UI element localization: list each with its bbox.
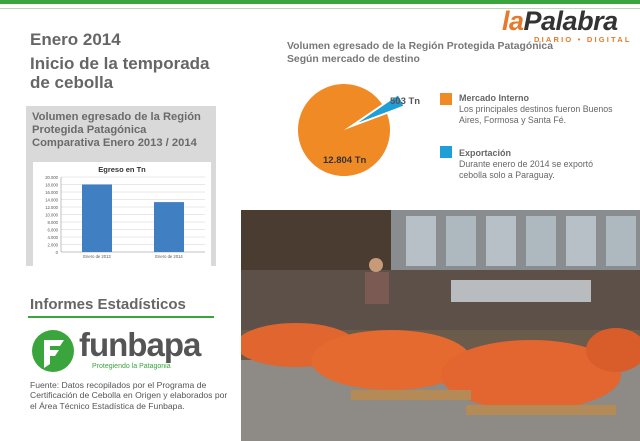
photo-window-6 [606,216,636,266]
photo-window-2 [446,216,476,266]
pie-slice-exportacion [358,95,404,123]
pie-label-mercado-interno: 12.804 Tn [323,155,367,166]
bar-ytick-label: 0 [56,250,59,255]
pie-label-exportacion: 503 Tn [390,96,421,107]
bar-ytick-label: 10.000 [45,212,58,217]
funbapa-emblem-icon [32,330,74,372]
legend-text-mercado-interno: Los principales destinos fueron Buenos A… [459,104,613,125]
legend-title-exportacion: Exportación [459,148,512,158]
bar-2013 [82,184,112,252]
top-accent-stripe [0,0,640,4]
funbapa-logo: funbapa Protegiendo la Patagonia [30,326,220,378]
photo-window-1 [406,216,436,266]
photo-window-5 [566,216,596,266]
bar-ytick-label: 4.000 [48,235,59,240]
photo-conveyor [451,280,591,302]
informes-rule [28,316,214,318]
logo-palabra: Palabra [523,6,619,36]
bar-2014 [154,202,184,252]
photo-onion-sacks-far [586,328,640,372]
legend-text-exportacion: Durante enero de 2014 se exportó cebolla… [459,159,594,180]
bar-category-label: Enero de 2013 [83,254,111,259]
informes-title: Informes Estadísticos [30,296,186,313]
photo-worker-head [369,258,383,272]
bar-chart-title: Egreso en Tn [98,165,146,174]
funbapa-tagline: Protegiendo la Patagonia [92,363,171,370]
bar-ytick-label: 12.000 [45,205,58,210]
logo-la: la [502,6,524,36]
comparison-chart-title: Volumen egresado de la Región Protegida … [32,111,201,150]
logo-subtitle: DIARIO • DIGITAL [534,35,632,44]
pie-chart [298,84,404,177]
headline: Inicio de la temporada de cebolla [30,54,210,92]
date-title: Enero 2014 [30,30,121,49]
bar-ytick-label: 14.000 [45,197,58,202]
source-note: Fuente: Datos recopilados por el Program… [30,380,228,411]
bar-ytick-label: 2.000 [48,242,59,247]
bar-ytick-label: 8.000 [48,220,59,225]
photo-pallet-2 [466,405,616,415]
photo-onion-sacks-center [311,330,471,390]
bar-category-label: Enero de 2014 [155,254,183,259]
legend-swatch-mercado-interno [440,93,452,105]
comparison-chart-panel: Volumen egresado de la Región Protegida … [26,106,216,266]
photo-worker-body [365,272,389,304]
pie-chart-title: Volumen egresado de la Región Protegida … [287,41,553,65]
photo-onion-sacks-right [441,340,621,410]
photo-pallet-1 [351,390,471,400]
bar-chart-background [33,162,211,266]
funbapa-name: funbapa [79,326,201,363]
photo-window-4 [526,216,556,266]
lapalabra-logo: laPalabra DIARIO • DIGITAL [502,8,634,45]
photo-window-3 [486,216,516,266]
pie-slice-mercado-interno [298,84,390,177]
bar-ytick-label: 18.000 [45,182,58,187]
legend-title-mercado-interno: Mercado Interno [459,93,530,103]
photo-illustration [241,210,640,441]
bar-chart: Egreso en Tn 0 2.000 4.000 6.000 8.000 10.000… [33,162,211,266]
header-divider [0,8,640,9]
bar-ytick-label: 6.000 [48,227,59,232]
bar-ytick-label: 20.000 [45,175,58,180]
logo-wordmark: laPalabra [502,8,618,35]
bar-ytick-label: 16.000 [45,190,58,195]
warehouse-onion-photo [241,210,640,441]
legend-swatch-exportacion [440,146,452,158]
